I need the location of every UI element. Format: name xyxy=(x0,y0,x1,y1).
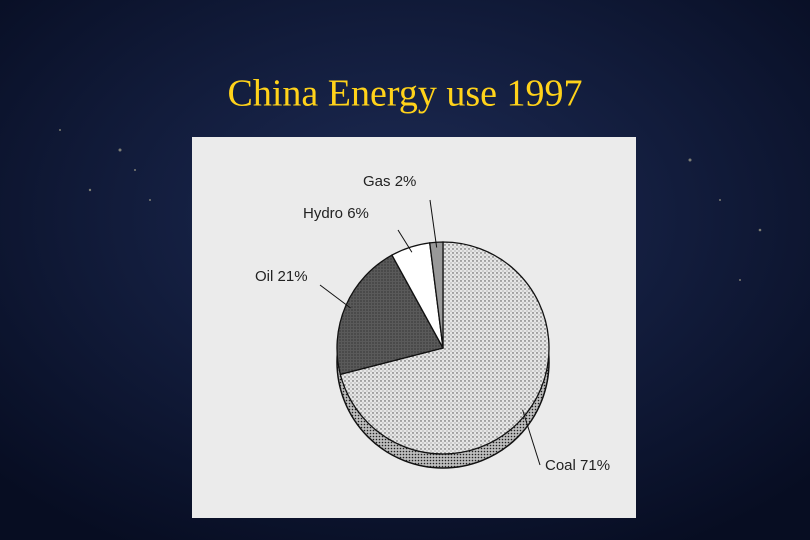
value-label: 2% xyxy=(395,173,417,190)
value-label: 71% xyxy=(580,457,610,474)
category-label: Hydro xyxy=(303,205,343,222)
category-label: Coal xyxy=(545,457,576,474)
value-label: 21% xyxy=(278,268,308,285)
leader-line xyxy=(397,229,413,253)
leader-line xyxy=(522,409,541,466)
slice-label: Oil 21% xyxy=(255,268,308,285)
leader-line xyxy=(319,284,351,309)
pie-slice xyxy=(336,254,444,376)
value-label: 6% xyxy=(347,205,369,222)
city-lights xyxy=(59,129,762,281)
category-label: Oil xyxy=(255,268,273,285)
slice-label: Hydro 6% xyxy=(303,205,369,222)
category-label: Gas xyxy=(363,173,391,190)
leader-line xyxy=(429,199,438,248)
slice-label: Coal 71% xyxy=(545,457,610,474)
slice-label: Gas 2% xyxy=(363,173,416,190)
pie: Coal 71% Oil 21% Hydro 6% Gas 2% xyxy=(255,173,610,474)
pie-slice xyxy=(339,241,550,455)
slide-title: China Energy use 1997 xyxy=(228,73,583,115)
